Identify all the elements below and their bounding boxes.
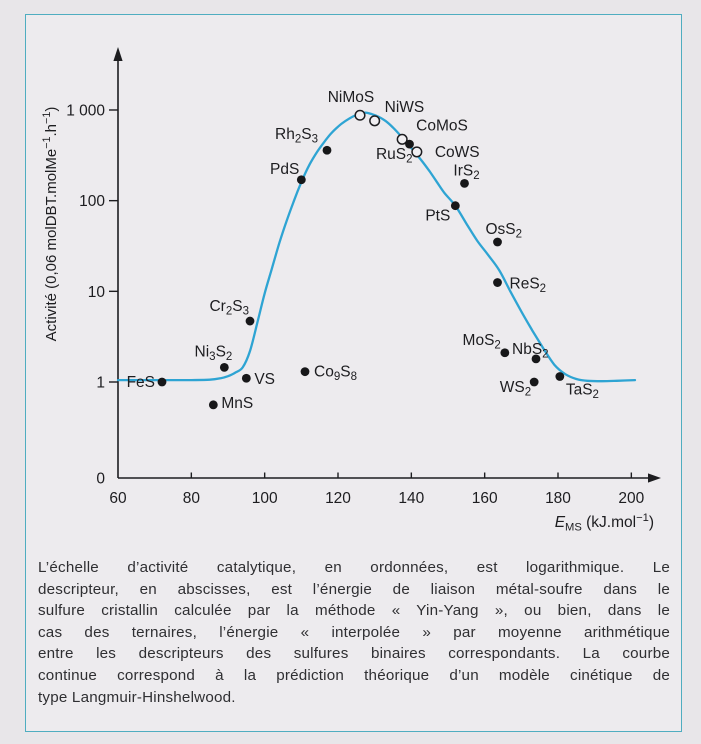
point-PdS [296,175,306,185]
point-MoS2 [500,348,510,358]
point-Rh2S3 [322,145,332,155]
x-tick-label: 60 [109,490,127,507]
point-label-RuS2: RuS2 [376,146,413,166]
point-label-CoWS: CoWS [435,144,480,161]
point-label-FeS: FeS [127,374,155,391]
point-CoMoS [396,133,408,145]
point-label-Cr2S3: Cr2S3 [209,298,249,318]
point-label-MnS: MnS [221,395,253,412]
origin-label: 0 [96,471,105,488]
point-ReS2 [493,278,502,287]
point-label-OsS2: OsS2 [486,221,523,241]
x-axis-arrow-icon [648,473,661,483]
point-VS [241,373,251,383]
point-label-Ni3S2: Ni3S2 [195,343,233,363]
x-tick-label: 100 [252,490,278,507]
point-Co9S8 [300,367,310,377]
point-NiWS [369,115,381,127]
model-curve [116,111,637,383]
point-label-ReS2: ReS2 [510,276,547,296]
point-label-Rh2S3: Rh2S3 [275,126,318,146]
y-tick-label: 100 [79,193,105,210]
point-label-IrS2: IrS2 [453,162,479,182]
caption-line-7: type Langmuir-Hinshelwood. [38,688,236,706]
point-Ni3S2 [219,362,229,372]
point-label-NiWS: NiWS [385,99,425,116]
point-WS2 [529,377,539,387]
point-NiMoS [354,109,366,121]
point-OsS2 [493,237,502,247]
x-tick-label: 140 [398,490,424,507]
caption-line-5: entre les descripteurs des sulfures bina… [38,645,670,663]
point-CoWS [411,146,423,158]
y-tick-label: 10 [88,284,106,301]
point-PtS [450,201,460,211]
y-axis-arrow-icon [113,47,123,61]
point-label-PtS: PtS [425,208,450,225]
point-Cr2S3 [245,316,255,326]
point-MnS [208,400,218,410]
caption-line-4: cas des ternaires, l’énergie « interpolé… [38,623,670,641]
point-RuS2 [405,139,414,149]
x-tick-label: 180 [545,490,571,507]
caption-line-6: continue correspond à la prédiction théo… [38,666,670,684]
y-tick-label: 1 [96,375,105,392]
x-tick-label: 160 [472,490,498,507]
point-label-TaS2: TaS2 [566,381,599,401]
point-label-Co9S8: Co9S8 [314,364,357,384]
figure-frame [25,14,682,732]
point-IrS2 [460,179,469,188]
figure-caption: L’échelle d’activité catalytique, en ord… [38,557,670,708]
point-NbS2 [531,354,541,364]
x-tick-label: 120 [325,490,351,507]
x-tick-label: 80 [183,490,201,507]
point-label-CoMoS: CoMoS [416,117,468,134]
y-tick-label: 1 000 [66,102,105,119]
caption-line-3: sulfure cristallin calculée par la métho… [38,602,670,620]
caption-line-2: descripteur, en abscisses, est l’énergie… [38,580,670,598]
point-label-WS2: WS2 [500,379,531,399]
point-label-MoS2: MoS2 [463,332,501,352]
point-label-NiMoS: NiMoS [328,89,375,106]
point-label-VS: VS [254,371,275,388]
caption-line-1: L’échelle d’activité catalytique, en ord… [38,559,670,576]
point-label-PdS: PdS [270,161,299,178]
x-tick-label: 200 [618,490,644,507]
point-FeS [157,377,167,387]
y-axis-label: Activité (0,06 molDBT.molMe−1.h−1) [41,107,60,342]
point-TaS2 [555,372,565,381]
x-axis-label: EMS (kJ.mol−1) [555,512,654,534]
point-label-NbS2: NbS2 [512,341,549,361]
